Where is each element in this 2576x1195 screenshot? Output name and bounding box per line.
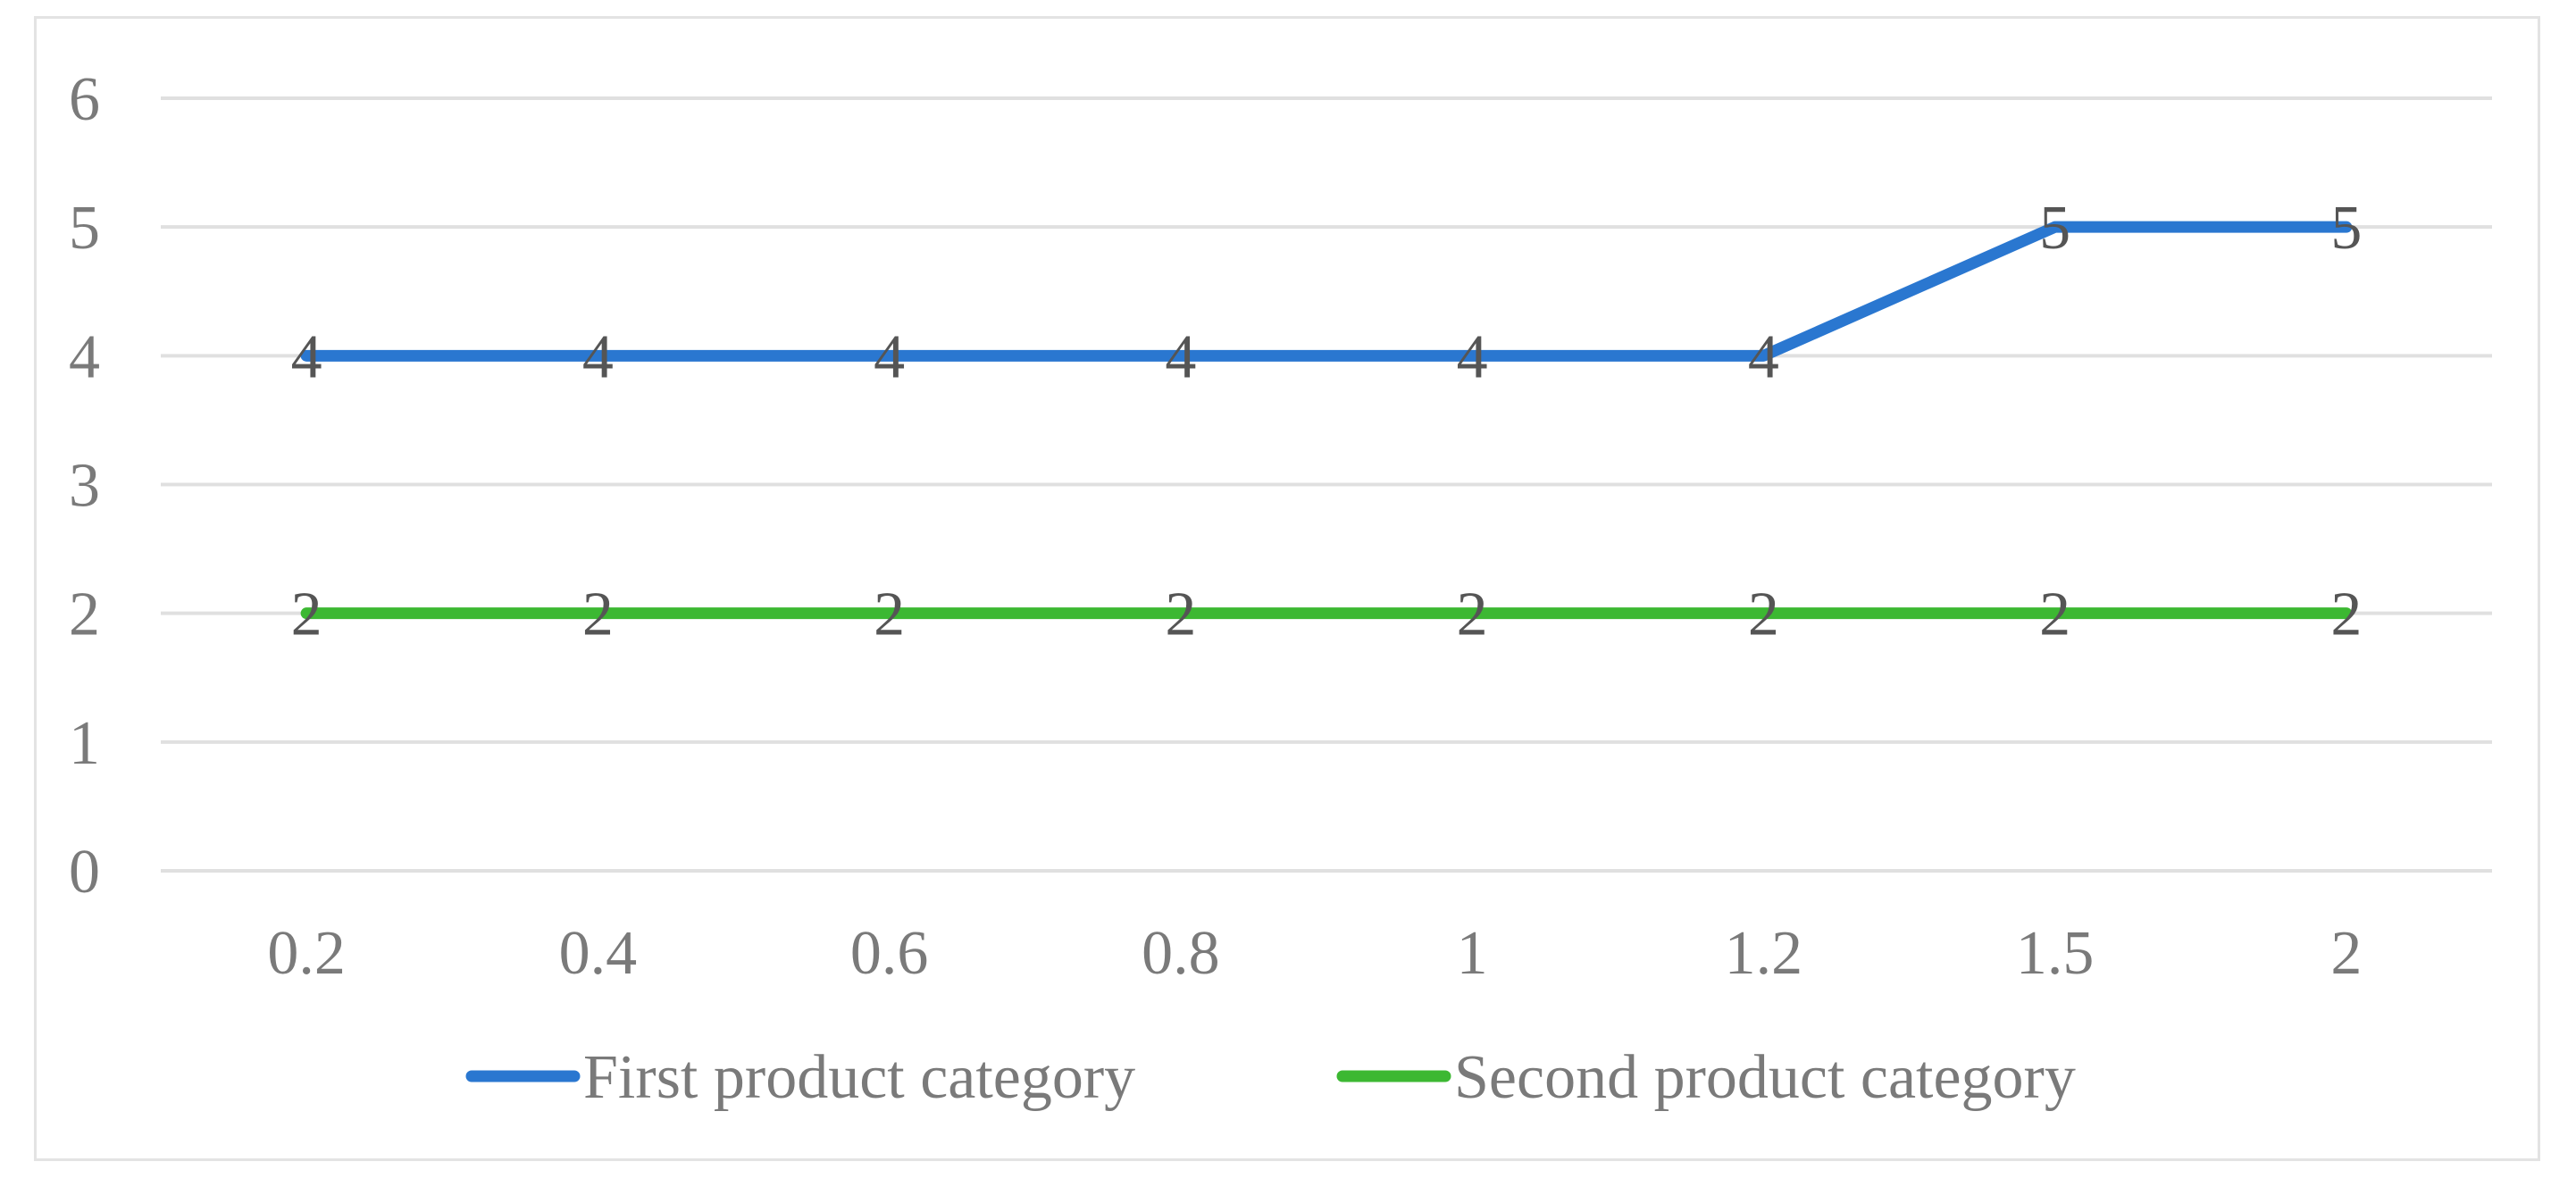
x-tick-label: 0.4 bbox=[559, 919, 638, 988]
data-label: 4 bbox=[291, 322, 322, 391]
legend-item-1: First product category bbox=[465, 1043, 1135, 1112]
y-tick-label: 2 bbox=[69, 581, 100, 649]
data-labels: 4 4 4 4 4 4 5 5 2 2 2 2 2 2 2 2 bbox=[291, 194, 2363, 649]
series-lines bbox=[300, 221, 2353, 620]
data-label: 2 bbox=[291, 581, 322, 649]
data-label: 2 bbox=[582, 581, 614, 649]
y-tick-label: 4 bbox=[69, 322, 100, 391]
x-tick-label: 2 bbox=[2330, 919, 2362, 988]
legend-item-2: Second product category bbox=[1336, 1043, 2076, 1112]
x-axis: 0.2 0.4 0.6 0.8 1 1.2 1.5 2 bbox=[267, 919, 2362, 988]
data-label: 4 bbox=[1748, 322, 1779, 391]
x-tick-label: 0.2 bbox=[267, 919, 346, 988]
y-tick-label: 6 bbox=[69, 65, 100, 134]
y-tick-label: 5 bbox=[69, 194, 100, 263]
chart-frame bbox=[34, 16, 2540, 1161]
data-label: 2 bbox=[1457, 581, 1488, 649]
y-tick-label: 0 bbox=[69, 838, 100, 907]
data-label: 2 bbox=[874, 581, 905, 649]
data-label: 2 bbox=[2330, 581, 2362, 649]
legend-label: Second product category bbox=[1454, 1043, 2076, 1112]
data-label: 2 bbox=[1748, 581, 1779, 649]
gridlines bbox=[161, 96, 2492, 873]
data-label: 5 bbox=[2330, 194, 2362, 263]
legend-label: First product category bbox=[583, 1043, 1135, 1112]
x-tick-label: 0.8 bbox=[1142, 919, 1220, 988]
data-label: 4 bbox=[582, 322, 614, 391]
series-line-1 bbox=[300, 221, 2353, 362]
legend: First product category Second product cat… bbox=[465, 1043, 2076, 1112]
data-label: 4 bbox=[874, 322, 905, 391]
data-label: 4 bbox=[1165, 322, 1196, 391]
data-label: 2 bbox=[1165, 581, 1196, 649]
data-label: 5 bbox=[2039, 194, 2070, 263]
data-label: 2 bbox=[2039, 581, 2070, 649]
x-tick-label: 1.2 bbox=[1725, 919, 1803, 988]
y-tick-label: 3 bbox=[69, 452, 100, 521]
data-label: 4 bbox=[1457, 322, 1488, 391]
x-tick-label: 1.5 bbox=[2016, 919, 2095, 988]
y-tick-label: 1 bbox=[69, 709, 100, 778]
x-tick-label: 0.6 bbox=[850, 919, 929, 988]
y-axis: 0 1 2 3 4 5 6 bbox=[69, 65, 100, 907]
x-tick-label: 1 bbox=[1457, 919, 1488, 988]
